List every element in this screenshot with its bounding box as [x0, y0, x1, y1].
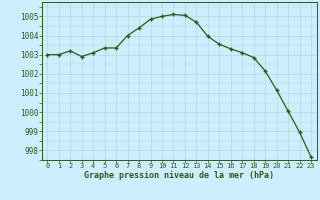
X-axis label: Graphe pression niveau de la mer (hPa): Graphe pression niveau de la mer (hPa) — [84, 171, 274, 180]
